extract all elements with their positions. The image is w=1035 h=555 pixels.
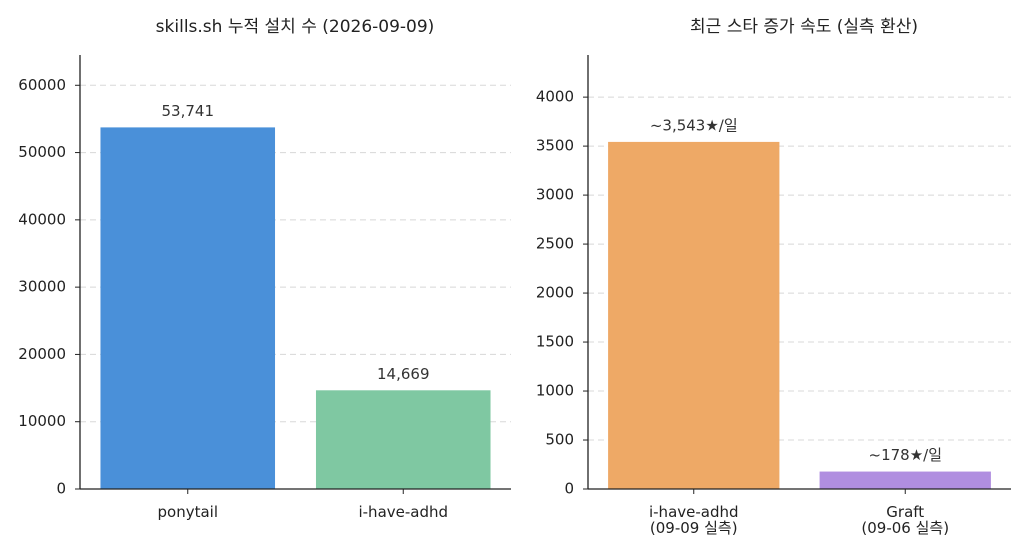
value-label: 14,669	[377, 365, 430, 383]
x-tick-label: i-have-adhd	[358, 503, 449, 521]
y-tick-label: 3000	[536, 186, 574, 204]
x-tick-label: Graft (09-06 실측)	[861, 503, 950, 537]
y-tick-label: 2000	[536, 284, 574, 302]
chart-title: 최근 스타 증가 속도 (실측 환산)	[690, 17, 918, 37]
y-tick-label: 2500	[536, 235, 574, 253]
x-tick-label: i-have-adhd (09-09 실측)	[648, 503, 739, 537]
x-tick-label: ponytail	[157, 503, 219, 521]
value-label: ~178★/일	[869, 446, 943, 464]
chart-title: skills.sh 누적 설치 수 (2026-09-09)	[156, 17, 435, 37]
bar	[819, 471, 991, 489]
y-tick-label: 500	[545, 431, 574, 449]
y-tick-label: 60000	[18, 76, 66, 94]
y-tick-label: 50000	[18, 143, 66, 161]
y-tick-label: 20000	[18, 345, 66, 363]
bar	[100, 127, 276, 489]
value-label: 53,741	[162, 102, 215, 120]
y-tick-label: 3500	[536, 137, 574, 155]
value-label: ~3,543★/일	[650, 116, 738, 134]
y-tick-label: 1500	[536, 333, 574, 351]
y-tick-label: 0	[564, 480, 574, 498]
y-tick-label: 1000	[536, 382, 574, 400]
y-tick-label: 40000	[18, 210, 66, 228]
y-tick-label: 0	[56, 480, 66, 498]
bar	[315, 390, 491, 489]
y-tick-label: 4000	[536, 88, 574, 106]
y-tick-label: 30000	[18, 278, 66, 296]
bar	[608, 141, 780, 490]
y-tick-label: 10000	[18, 412, 66, 430]
